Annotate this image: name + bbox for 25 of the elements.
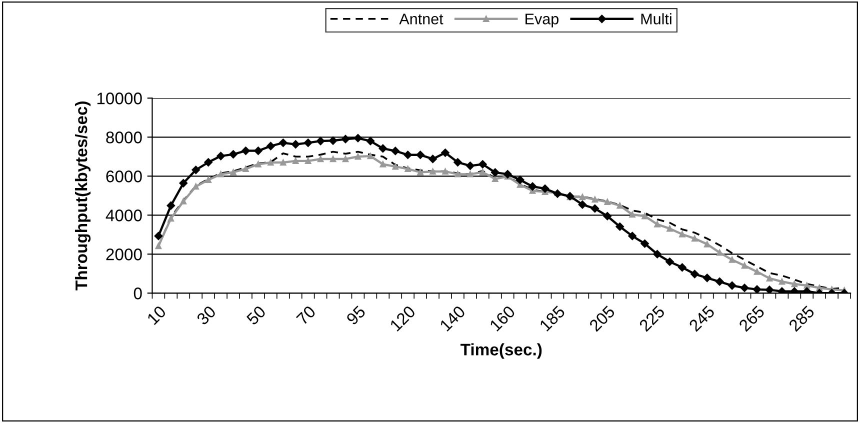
x-tick-label: 160 <box>489 305 516 332</box>
y-axis-title: Throughput(kbytes/sec) <box>74 102 91 290</box>
legend-label: Multi <box>641 13 672 24</box>
legend-label: Evap <box>526 14 558 28</box>
x-tick-label: 140 <box>439 305 466 332</box>
y-tick-label: 10000 <box>97 92 142 104</box>
x-tick-label: 70 <box>296 305 316 326</box>
y-tick-label: 6000 <box>106 170 142 182</box>
x-tick-label: 225 <box>638 305 666 332</box>
x-tick-label: 205 <box>588 305 616 332</box>
x-tick-label: 245 <box>688 305 716 332</box>
x-tick-label: 95 <box>346 305 366 326</box>
x-tick-label: 120 <box>389 305 416 332</box>
y-tick-label: 4000 <box>106 210 142 222</box>
x-tick-label: 30 <box>196 305 217 326</box>
x-tick-label: 285 <box>788 305 816 332</box>
x-tick-label: 185 <box>539 305 566 332</box>
y-tick-label: 8000 <box>106 132 142 144</box>
legend-label: Antnet <box>399 14 444 24</box>
y-tick-label: 2000 <box>106 248 142 260</box>
x-tick-label: 265 <box>738 305 766 332</box>
x-axis-title: Time(sec.) <box>460 343 542 359</box>
y-tick-label: 0 <box>134 288 142 300</box>
x-tick-label: 10 <box>146 305 167 326</box>
x-tick-label: 50 <box>246 305 266 326</box>
